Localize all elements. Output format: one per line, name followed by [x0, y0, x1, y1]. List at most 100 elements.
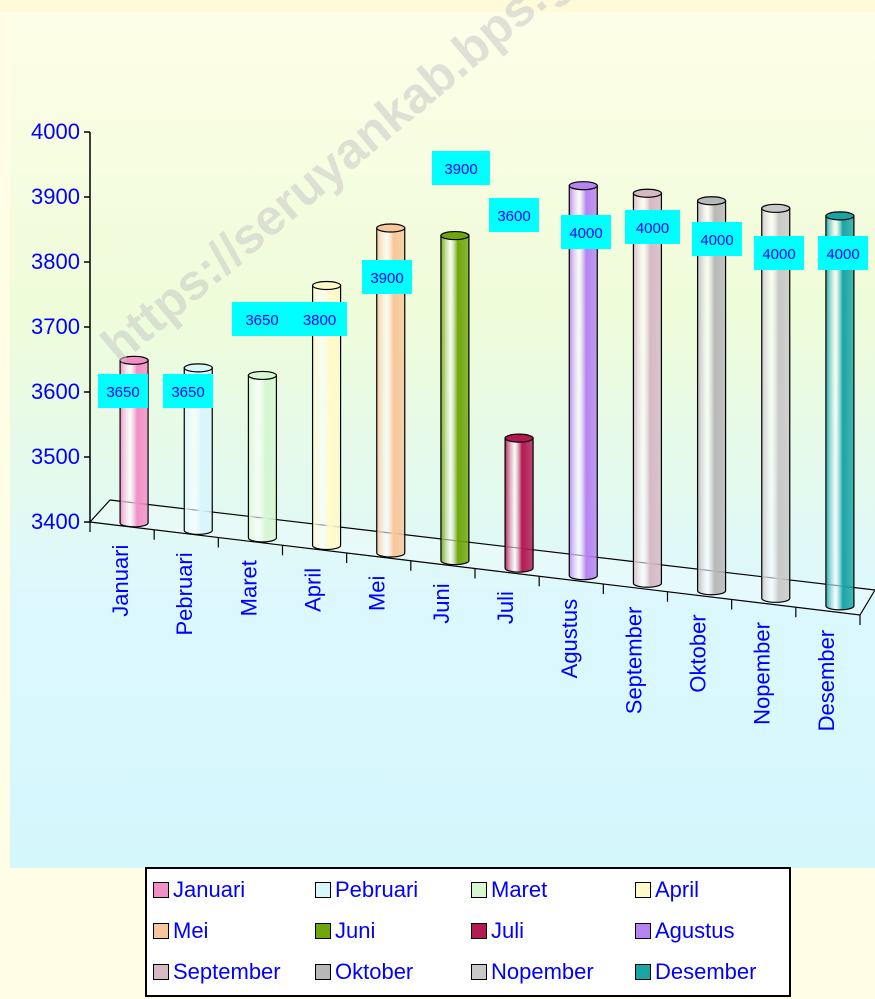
x-category-label: Nopember: [750, 622, 775, 725]
legend-label: Juni: [335, 918, 376, 943]
x-category-label: Pebruari: [172, 552, 197, 635]
bar-juni: [440, 234, 470, 566]
data-label-box: [163, 374, 213, 408]
x-category-label: September: [621, 607, 646, 715]
data-label-box: [818, 236, 868, 270]
bar-oktober: [696, 200, 727, 596]
bar-desember: [825, 215, 855, 611]
bar-top-april: [311, 280, 342, 291]
legend-item-januari: Januari: [153, 875, 245, 905]
data-label-box: [232, 302, 292, 336]
data-label: 4000: [569, 225, 602, 242]
bar-juli: [504, 437, 534, 573]
data-label-box: [561, 215, 611, 249]
data-label-box: [625, 210, 680, 244]
legend-label: September: [173, 959, 281, 984]
data-label: 3650: [171, 384, 204, 401]
legend-item-nopember: Nopember: [471, 957, 594, 987]
legend-label: Pebruari: [335, 877, 419, 902]
legend-label: Agustus: [655, 918, 735, 943]
data-label: 3600: [497, 208, 530, 225]
bar-top-agustus: [568, 181, 598, 191]
data-label: 3900: [444, 161, 477, 178]
data-label-box: [432, 151, 490, 185]
legend-item-juli: Juli: [471, 916, 524, 946]
x-category-label: Agustus: [557, 599, 582, 679]
legend-swatch: [635, 923, 651, 939]
legend-item-pebruari: Pebruari: [315, 875, 418, 905]
y-tick-label: 4000: [31, 119, 80, 144]
legend-item-oktober: Oktober: [315, 957, 413, 987]
data-label: 4000: [762, 246, 795, 263]
data-label-box: [692, 222, 742, 256]
x-category-label: Juni: [429, 583, 454, 623]
bar-top-nopember: [761, 203, 791, 213]
legend-swatch: [471, 882, 487, 898]
legend-label: Desember: [655, 959, 757, 984]
x-category-label: Januari: [108, 545, 133, 617]
y-tick-label: 3700: [31, 314, 80, 339]
legend-label: Juli: [491, 918, 525, 943]
chart-legend: Januari Pebruari Maret April Mei Juni Juli Agus…: [145, 867, 791, 997]
legend-label: Januari: [173, 877, 246, 902]
bar-top-mei: [376, 223, 406, 233]
legend-label: Oktober: [335, 959, 414, 984]
y-tick-label: 3900: [31, 184, 80, 209]
chart-canvas: 4000 3900 3800 3700 3600 3500 3400 3650 Januari…: [31, 119, 875, 731]
bar-nopember: [761, 207, 791, 603]
bar-april: [311, 284, 342, 551]
bar-mei: [376, 227, 406, 558]
legend-item-desember: Desember: [635, 957, 756, 987]
y-tick-label: 3500: [31, 444, 80, 469]
bar-september: [632, 192, 663, 588]
legend-label: April: [655, 877, 700, 902]
legend-swatch: [153, 964, 169, 980]
legend-swatch: [315, 923, 331, 939]
data-label: 3900: [370, 270, 403, 287]
y-tick-label: 3400: [31, 509, 80, 534]
legend-swatch: [315, 882, 331, 898]
legend-item-september: September: [153, 957, 281, 987]
data-label-box: [754, 236, 804, 270]
x-category-label: Juli: [493, 591, 518, 624]
legend-item-mei: Mei: [153, 916, 208, 946]
bar-top-maret: [247, 370, 278, 381]
data-label-box: [362, 260, 412, 294]
legend-swatch: [635, 882, 651, 898]
legend-label: Nopember: [491, 959, 594, 984]
bar-agustus: [568, 185, 598, 581]
x-category-label: Maret: [236, 560, 261, 616]
bar-top-juni: [440, 230, 470, 241]
legend-item-agustus: Agustus: [635, 916, 735, 946]
x-category-label: April: [301, 568, 326, 612]
legend-swatch: [153, 923, 169, 939]
legend-item-april: April: [635, 875, 699, 905]
x-category-label: Mei: [365, 576, 390, 611]
data-label: 3650: [245, 312, 278, 329]
bar-top-januari: [119, 355, 149, 365]
bar-top-oktober: [696, 196, 727, 206]
data-label-box: [292, 302, 347, 336]
legend-item-juni: Juni: [315, 916, 375, 946]
data-label-box: [98, 374, 148, 408]
y-tick-label: 3800: [31, 249, 80, 274]
legend-item-maret: Maret: [471, 875, 547, 905]
data-label: 4000: [826, 246, 859, 263]
legend-swatch: [471, 923, 487, 939]
legend-swatch: [153, 882, 169, 898]
data-label: 4000: [636, 220, 669, 237]
top-band: [0, 0, 875, 12]
x-category-label: Desember: [814, 630, 839, 731]
legend-swatch: [471, 964, 487, 980]
legend-swatch: [635, 964, 651, 980]
bar-pebruari: [183, 367, 213, 535]
bar-top-desember: [825, 211, 855, 221]
bar-top-september: [632, 188, 663, 198]
x-category-label: Oktober: [686, 614, 711, 692]
y-tick-label: 3600: [31, 379, 80, 404]
data-label: 4000: [700, 232, 733, 249]
data-label: 3650: [106, 384, 139, 401]
bar-top-pebruari: [183, 363, 213, 373]
legend-label: Mei: [173, 918, 209, 943]
